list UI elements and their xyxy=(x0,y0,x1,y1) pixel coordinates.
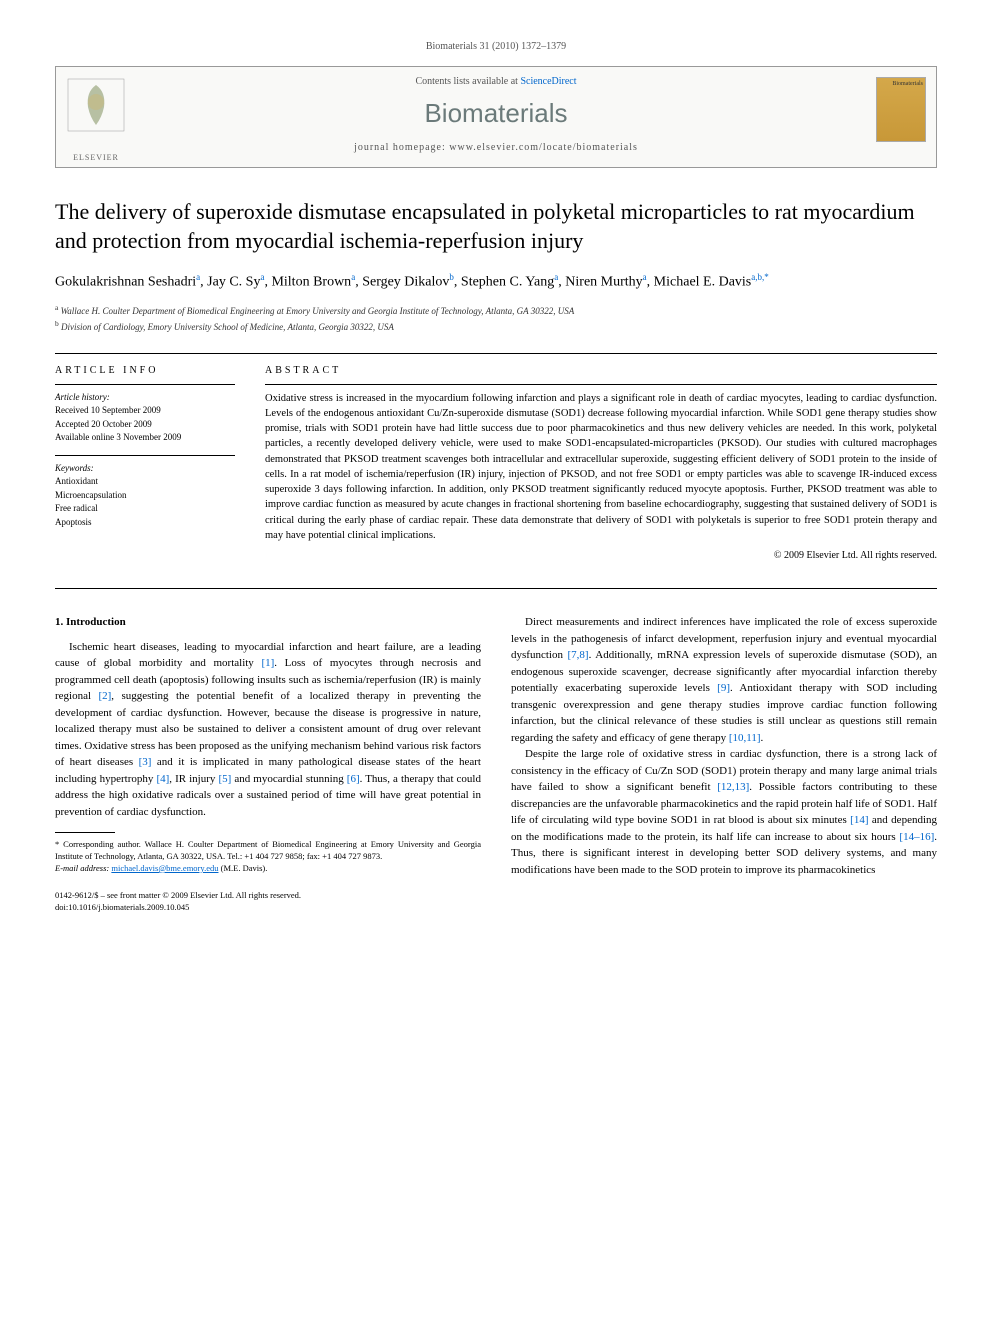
journal-header-box: ELSEVIER Biomaterials Contents lists ava… xyxy=(55,66,937,168)
page-container: Biomaterials 31 (2010) 1372–1379 ELSEVIE… xyxy=(0,0,992,954)
email-line: E-mail address: michael.davis@bme.emory.… xyxy=(55,863,481,875)
divider-mid xyxy=(55,588,937,589)
body-columns: 1. Introduction Ischemic heart diseases,… xyxy=(55,614,937,914)
contents-prefix: Contents lists available at xyxy=(415,76,520,87)
footnote-separator xyxy=(55,832,115,833)
body-column-right: Direct measurements and indirect inferen… xyxy=(511,614,937,914)
affiliation-b: Division of Cardiology, Emory University… xyxy=(61,322,394,332)
history-label: Article history: xyxy=(55,391,235,405)
email-link[interactable]: michael.davis@bme.emory.edu xyxy=(111,863,218,873)
body-column-left: 1. Introduction Ischemic heart diseases,… xyxy=(55,614,481,914)
authors-list: Gokulakrishnan Seshadria, Jay C. Sya, Mi… xyxy=(55,271,937,292)
copyright-footer: 0142-9612/$ – see front matter © 2009 El… xyxy=(55,889,481,915)
cover-thumbnail: Biomaterials xyxy=(876,77,926,142)
footnotes: * Corresponding author. Wallace H. Coult… xyxy=(55,839,481,875)
elsevier-label: ELSEVIER xyxy=(66,152,126,163)
history-block: Article history: Received 10 September 2… xyxy=(55,384,235,445)
keyword: Microencapsulation xyxy=(55,489,235,503)
header-citation: Biomaterials 31 (2010) 1372–1379 xyxy=(55,40,937,54)
abstract-column: ABSTRACT Oxidative stress is increased i… xyxy=(265,364,937,563)
article-info-column: ARTICLE INFO Article history: Received 1… xyxy=(55,364,235,563)
contents-line: Contents lists available at ScienceDirec… xyxy=(68,75,924,89)
article-title: The delivery of superoxide dismutase enc… xyxy=(55,198,937,255)
online-date: Available online 3 November 2009 xyxy=(55,431,235,445)
keyword: Apoptosis xyxy=(55,516,235,530)
email-suffix: (M.E. Davis). xyxy=(221,863,268,873)
cover-label: Biomaterials xyxy=(877,78,925,90)
intro-paragraph-1: Ischemic heart diseases, leading to myoc… xyxy=(55,639,481,821)
journal-name: Biomaterials xyxy=(68,95,924,131)
divider-top xyxy=(55,353,937,354)
intro-paragraph-2: Direct measurements and indirect inferen… xyxy=(511,614,937,746)
section-1-heading: 1. Introduction xyxy=(55,614,481,631)
keyword: Antioxidant xyxy=(55,475,235,489)
intro-paragraph-3: Despite the large role of oxidative stre… xyxy=(511,746,937,878)
affiliation-a: Wallace H. Coulter Department of Biomedi… xyxy=(61,306,575,316)
info-abstract-row: ARTICLE INFO Article history: Received 1… xyxy=(55,364,937,563)
abstract-copyright: © 2009 Elsevier Ltd. All rights reserved… xyxy=(265,549,937,563)
keywords-block: Keywords: Antioxidant Microencapsulation… xyxy=(55,455,235,530)
article-info-heading: ARTICLE INFO xyxy=(55,364,235,378)
corresponding-author-note: * Corresponding author. Wallace H. Coult… xyxy=(55,839,481,863)
elsevier-logo: ELSEVIER xyxy=(66,77,126,147)
email-label: E-mail address: xyxy=(55,863,109,873)
copyright-line: 0142-9612/$ – see front matter © 2009 El… xyxy=(55,889,481,902)
affiliations: a Wallace H. Coulter Department of Biome… xyxy=(55,302,937,335)
doi: doi:10.1016/j.biomaterials.2009.10.045 xyxy=(55,901,481,914)
sciencedirect-link[interactable]: ScienceDirect xyxy=(520,76,576,87)
accepted-date: Accepted 20 October 2009 xyxy=(55,418,235,432)
abstract-text: Oxidative stress is increased in the myo… xyxy=(265,384,937,543)
received-date: Received 10 September 2009 xyxy=(55,404,235,418)
keywords-label: Keywords: xyxy=(55,462,235,476)
abstract-heading: ABSTRACT xyxy=(265,364,937,378)
keyword: Free radical xyxy=(55,502,235,516)
homepage-line: journal homepage: www.elsevier.com/locat… xyxy=(68,141,924,155)
